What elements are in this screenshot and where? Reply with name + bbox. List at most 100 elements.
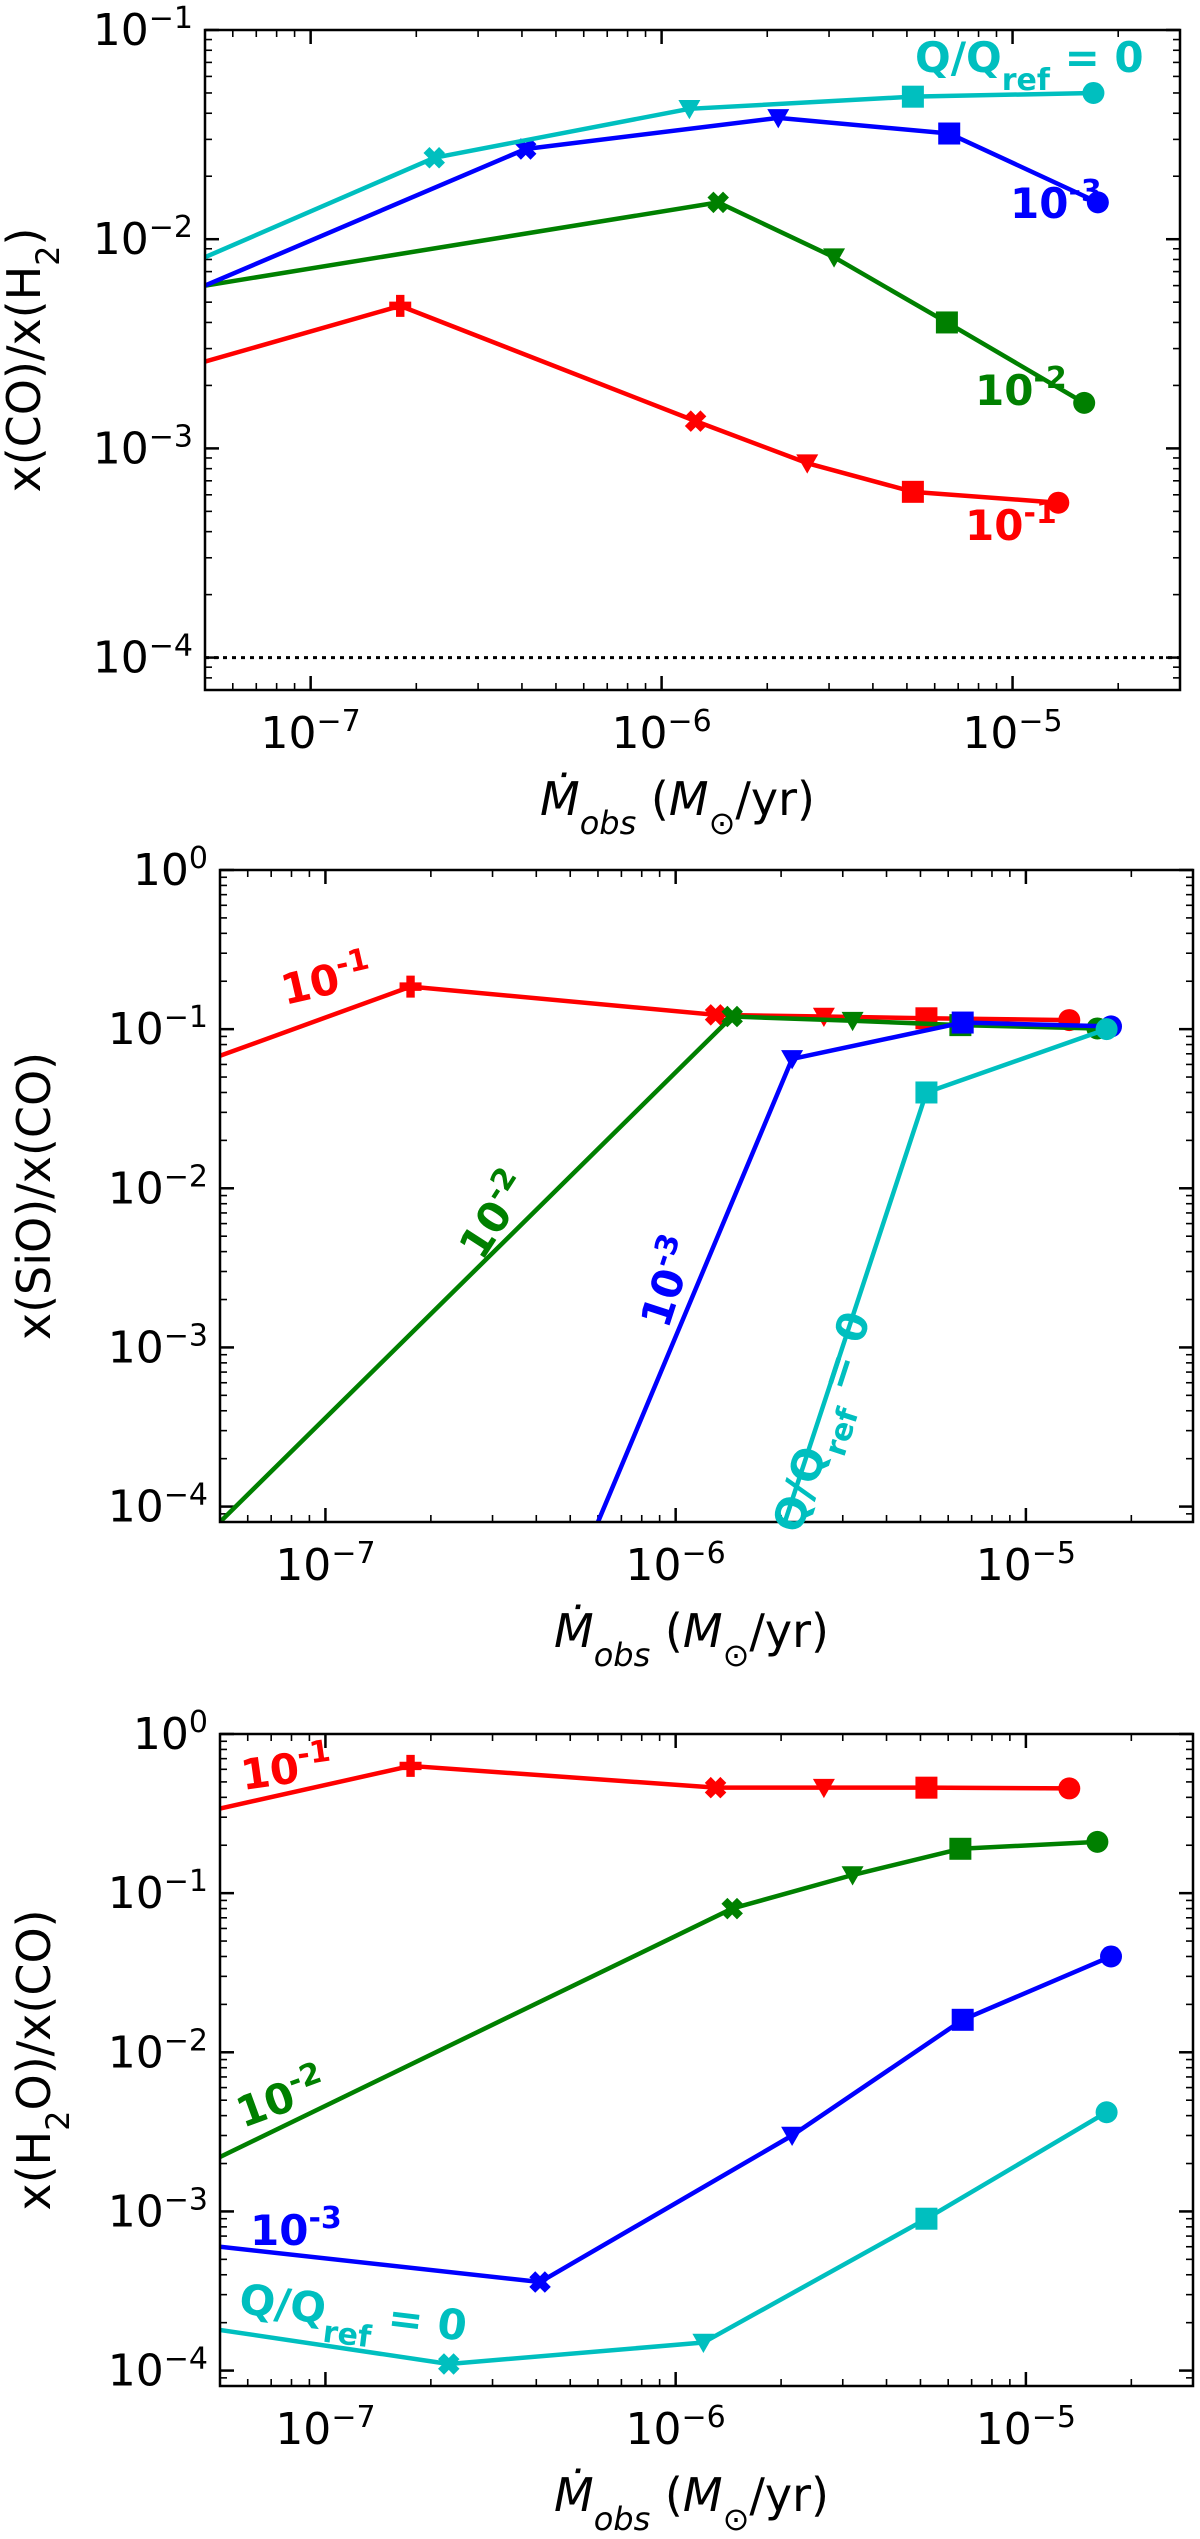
series-line — [205, 115, 1099, 288]
x-tick-label: 10−5 — [976, 1536, 1076, 1592]
series-10-1 — [205, 294, 1070, 514]
y-tick-label: 10−2 — [108, 2023, 208, 2079]
plot-frame — [218, 868, 1195, 1524]
data-point-circle — [1095, 2101, 1118, 2124]
y-tick-label: 10−1 — [108, 1000, 208, 1056]
series-line — [205, 90, 1094, 260]
series-line — [220, 1763, 1070, 1811]
annotation-label: 10-3 — [1010, 174, 1102, 229]
data-point-x — [684, 410, 707, 432]
annotation-label: 10-2 — [228, 2055, 333, 2138]
y-tick-label: 10−3 — [108, 2182, 208, 2238]
data-point-x — [423, 147, 445, 169]
series-line — [220, 984, 1070, 1058]
data-point-x — [721, 1897, 743, 1920]
data-point-plus — [389, 294, 412, 317]
data-point-circle — [1047, 491, 1070, 514]
data-point-x — [704, 1776, 727, 1799]
plot-frame — [203, 28, 1182, 692]
x-tick-label: 10−7 — [275, 2400, 375, 2456]
data-point-triangle — [841, 1866, 864, 1886]
series-line — [205, 303, 1059, 505]
annotation-label: 10-2 — [445, 1161, 541, 1268]
data-point-circle — [1086, 1830, 1109, 1853]
series-10-2 — [220, 1830, 1109, 2159]
data-point-square — [938, 122, 961, 145]
data-point-x — [529, 2271, 551, 2293]
data-point-x — [704, 1004, 727, 1026]
data-point-square — [951, 1011, 974, 1034]
y-axis-label: x(H2O)/x(CO) — [7, 1909, 77, 2210]
y-tick-label: 10−4 — [108, 1477, 208, 1533]
y-tick-label: 10−2 — [93, 210, 193, 265]
data-point-square — [949, 1837, 972, 1860]
y-tick-label: 10−1 — [108, 1864, 208, 1920]
y-tick-label: 10−4 — [108, 2341, 208, 2397]
data-point-square — [915, 1776, 938, 1799]
data-point-x — [721, 1005, 743, 1028]
data-point-triangle — [841, 1011, 864, 1032]
annotation-label: 10-1 — [237, 1733, 335, 1800]
data-point-x — [438, 2353, 460, 2375]
panel-co-abundance: 10−7 10−6 10−5 10−4 10−3 10−2 10−1 Q/Qref = 0 10… — [0, 1, 1182, 842]
series-10-1 — [220, 1754, 1081, 1811]
data-point-x — [514, 138, 537, 160]
y-tick-label: 10−1 — [93, 1, 193, 57]
data-point-square — [951, 2008, 974, 2031]
data-point-plus — [399, 975, 422, 998]
data-point-square — [935, 311, 958, 334]
series-10-3 — [220, 1945, 1123, 2293]
x-axis-label: Ṁobs (M⊙/yr) — [540, 772, 815, 842]
data-point-triangle — [767, 109, 790, 129]
x-axis-label: Ṁobs (M⊙/yr) — [554, 2468, 829, 2538]
data-point-circle — [1086, 191, 1109, 214]
y-axis-label: x(SiO)/x(CO) — [7, 1052, 61, 1340]
data-point-circle — [1073, 391, 1096, 414]
data-point-triangle — [781, 1050, 804, 1070]
annotation-label: 10-3 — [250, 2201, 342, 2256]
series-line — [205, 200, 1086, 405]
y-tick-label: 10−4 — [93, 628, 193, 684]
data-point-triangle — [796, 454, 819, 474]
data-point-triangle — [678, 100, 701, 120]
y-tick-label: 10−3 — [108, 1318, 208, 1374]
annotation-label: 10-3 — [626, 1229, 706, 1333]
y-axis-label: x(CO)/x(H2) — [0, 227, 67, 492]
x-tick-label: 10−6 — [611, 704, 711, 760]
plot-frame — [218, 1732, 1195, 2388]
y-tick-label: 100 — [133, 1705, 208, 1761]
data-point-triangle — [812, 1007, 835, 1027]
data-point-circle — [1100, 1945, 1123, 1968]
series-line — [220, 1839, 1098, 2159]
data-point-square — [901, 480, 924, 503]
annotation-label: 10-2 — [975, 361, 1067, 416]
data-point-circle — [1095, 1018, 1118, 1041]
data-point-square — [901, 85, 924, 108]
annotation-label: Q/Qref = 0 — [235, 2274, 470, 2366]
data-point-triangle — [781, 2126, 804, 2146]
series-q-qref-0 — [782, 1018, 1118, 1522]
x-tick-label: 10−5 — [962, 704, 1062, 760]
data-point-triangle — [692, 2333, 715, 2354]
series-10-3 — [205, 109, 1109, 288]
x-tick-label: 10−7 — [261, 704, 361, 760]
x-tick-label: 10−6 — [626, 1536, 726, 1592]
data-point-circle — [1082, 81, 1105, 104]
minor-ticks — [219, 1734, 1193, 2387]
data-point-x — [707, 191, 729, 214]
series-q-qref-0 — [205, 81, 1105, 260]
series-10-2 — [205, 191, 1096, 414]
annotation-label: Q/Qref = 0 — [763, 1306, 895, 1543]
y-tick-label: 10−3 — [93, 419, 193, 475]
panel-sio-abundance: 10−7 10−6 10−510−410−310−210−110010-110-21… — [7, 841, 1195, 1674]
series-line — [220, 1954, 1112, 2285]
data-point-plus — [399, 1754, 422, 1777]
x-tick-label: 10−6 — [626, 2400, 726, 2456]
data-point-square — [915, 2207, 938, 2230]
data-point-square — [915, 1081, 938, 1104]
panel-h2o-abundance: 10−7 10−6 10−5 10−4 10−3 10−2 10−1 100 10-1 10-2 1… — [7, 1705, 1195, 2538]
data-point-circle — [1058, 1777, 1081, 1800]
annotation-label: 10-1 — [965, 496, 1057, 551]
x-axis-label: Ṁobs (M⊙/yr) — [554, 1604, 829, 1674]
